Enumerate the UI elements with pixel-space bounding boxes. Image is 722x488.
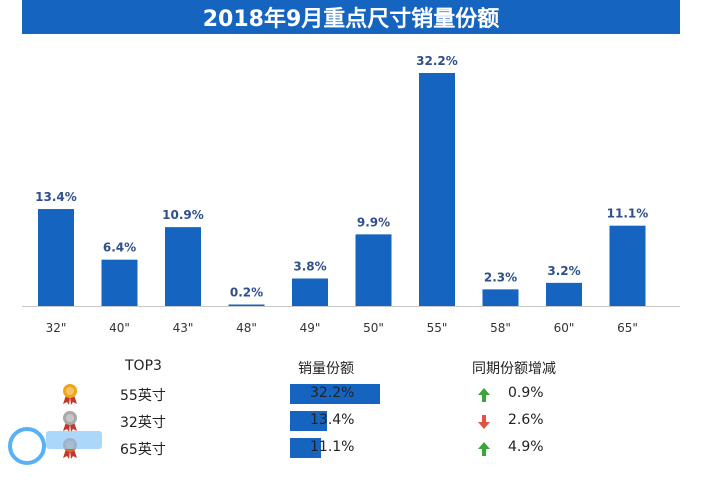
arrow-down-icon: [478, 415, 490, 429]
share-value: 32.2%: [310, 385, 355, 401]
data-label-5: 9.9%: [357, 215, 390, 229]
size-label: 65英寸: [120, 442, 166, 458]
header-yoy-change: 同期份额增减: [472, 361, 556, 377]
bar-3: [228, 304, 265, 306]
silver-medal-icon: [63, 411, 77, 432]
arrow-up-icon: [478, 388, 490, 402]
bars-layer: 13.4% 32" 6.4% 40" 10.9% 43" 0.2% 48" 3.8% 49" 9.9…: [35, 54, 648, 335]
header-top3: TOP3: [125, 358, 162, 374]
share-bar: [290, 438, 321, 458]
data-label-0: 13.4%: [35, 190, 77, 204]
data-label-9: 11.1%: [607, 207, 649, 221]
bar-9: [609, 225, 646, 306]
x-tick-label-1: 40": [109, 321, 130, 335]
data-label-6: 32.2%: [416, 54, 458, 68]
size-label: 55英寸: [120, 388, 166, 404]
data-label-4: 3.8%: [293, 260, 326, 274]
share-value: 13.4%: [310, 412, 355, 428]
x-tick-label-5: 50": [363, 321, 384, 335]
x-tick-label-9: 65": [617, 321, 638, 335]
data-label-8: 3.2%: [547, 264, 580, 278]
bar-0: [38, 209, 74, 306]
share-bar: [290, 411, 327, 431]
data-label-1: 6.4%: [103, 241, 136, 255]
bar-2: [165, 227, 201, 306]
bar-4: [292, 278, 328, 306]
x-tick-label-3: 48": [236, 321, 257, 335]
size-label: 32英寸: [120, 415, 166, 431]
data-label-7: 2.3%: [484, 270, 517, 284]
bar-chart: 13.4% 32" 6.4% 40" 10.9% 43" 0.2% 48" 3.8% 49" 9.9…: [22, 54, 680, 335]
x-tick-label-0: 32": [46, 321, 67, 335]
arrow-up-icon: [478, 442, 490, 456]
header-sales-share: 销量份额: [298, 361, 354, 377]
bar-7: [482, 289, 519, 306]
bar-8: [546, 282, 582, 306]
yoy-change-value: 2.6%: [508, 412, 544, 428]
logo-ring-icon: [8, 427, 46, 465]
yoy-change-value: 0.9%: [508, 385, 544, 401]
share-value: 11.1%: [310, 439, 355, 455]
bar-6: [419, 73, 455, 306]
chart-title: 2018年9月重点尺寸销量份额: [22, 0, 680, 34]
watermark-logo: [2, 425, 122, 465]
x-tick-label-4: 49": [300, 321, 321, 335]
table-row: 32英寸 13.4% 2.6%: [0, 410, 722, 434]
table-row: 65英寸 11.1% 4.9%: [0, 437, 722, 461]
share-bar: [290, 384, 380, 404]
x-tick-label-7: 58": [490, 321, 511, 335]
bar-1: [101, 259, 138, 306]
table-row: 55英寸 32.2% 0.9%: [0, 383, 722, 407]
yoy-change-value: 4.9%: [508, 439, 544, 455]
gold-medal-icon: [63, 384, 77, 405]
data-label-3: 0.2%: [230, 286, 263, 300]
data-label-2: 10.9%: [162, 208, 204, 222]
x-tick-label-6: 55": [427, 321, 448, 335]
logo-wordmark-icon: [46, 431, 102, 449]
x-tick-label-2: 43": [173, 321, 194, 335]
bar-5: [355, 234, 392, 306]
x-tick-label-8: 60": [554, 321, 575, 335]
